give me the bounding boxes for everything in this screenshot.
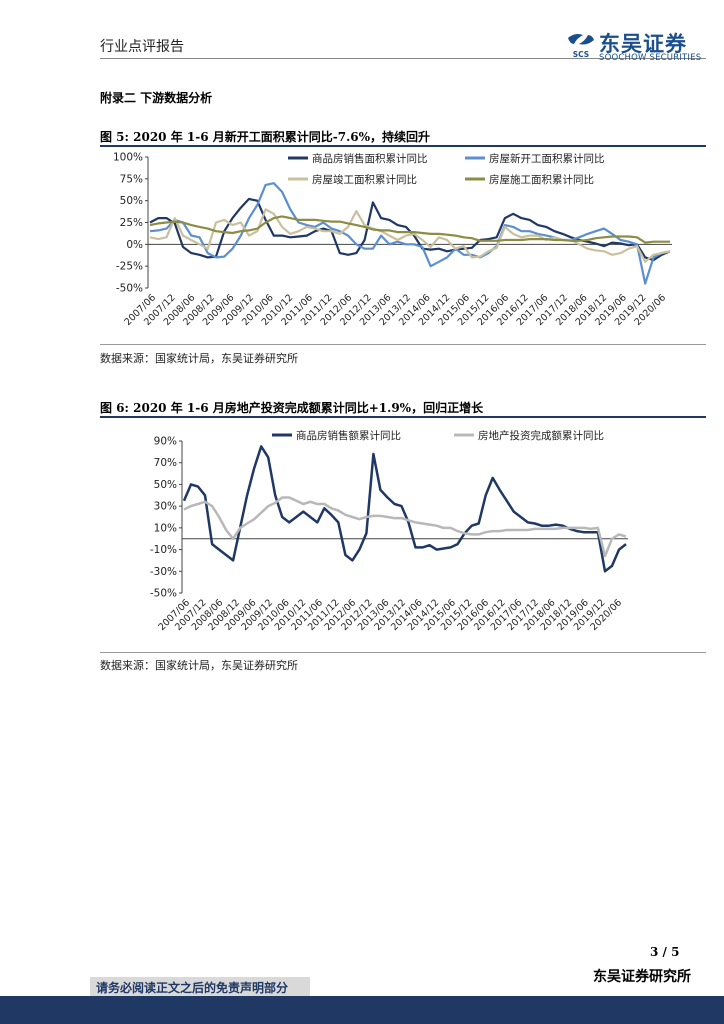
y-tick-label: 70% (154, 457, 177, 469)
figure5-chart: 100%75%50%25%0%-25%-50%2007/062007/12200… (113, 152, 672, 328)
figure6-source: 数据来源：国家统计局，东吴证券研究所 (100, 659, 298, 672)
legend-label-4: 房屋施工面积累计同比 (489, 173, 594, 186)
y-tick-label: 100% (113, 152, 143, 164)
y-tick-label: 0% (126, 239, 143, 251)
brand-name-en: SOOCHOW SECURITIES (599, 53, 702, 63)
y-tick-label: 90% (154, 436, 177, 448)
header-divider (100, 58, 706, 59)
y-tick-label: -10% (150, 544, 177, 556)
footer-disclaimer-note: 请务必阅读正文之后的免责声明部分 (96, 981, 289, 995)
y-tick-label: 30% (154, 501, 177, 513)
report-type-label: 行业点评报告 (100, 39, 184, 55)
y-tick-label: -50% (150, 588, 177, 600)
y-tick-label: -30% (150, 566, 177, 578)
y-tick-label: 50% (154, 479, 177, 491)
brand-name-cn: 东吴证券 (599, 32, 687, 56)
series-line-3 (149, 208, 671, 263)
figure6-bottom-rule (100, 652, 706, 653)
y-tick-label: 50% (120, 195, 143, 207)
figure6-title-rule (100, 416, 706, 418)
series-line-1 (149, 197, 671, 262)
y-tick-label: 25% (120, 217, 143, 229)
figure5-title-rule (100, 145, 706, 147)
figure5-source: 数据来源：国家统计局，东吴证券研究所 (100, 352, 298, 365)
y-tick-label: 10% (154, 522, 177, 534)
legend-label-3: 房屋竣工面积累计同比 (312, 173, 417, 186)
legend-label-1: 商品房销售面积累计同比 (312, 152, 428, 165)
y-tick-label: -50% (116, 283, 143, 295)
series-line-2 (183, 496, 627, 558)
logo-mark-text: SCS (573, 50, 589, 59)
series-line-2 (149, 182, 671, 285)
footer-bar (0, 996, 724, 1024)
section-title: 附录二 下游数据分析 (100, 91, 213, 105)
series-line-1 (182, 445, 627, 573)
legend-label-2: 房屋新开工面积累计同比 (489, 152, 605, 165)
y-tick-label: -25% (116, 261, 143, 273)
figure6-title: 图 6: 2020 年 1-6 月房地产投资完成额累计同比+1.9%，回归正增长 (100, 401, 484, 415)
figure6-chart: 90%70%50%30%10%-10%-30%-50%2007/062007/1… (150, 429, 628, 633)
page-number: 3 / 5 (650, 945, 680, 959)
brand-logo: SCS 东吴证券 SOOCHOW SECURITIES (565, 30, 710, 64)
legend-label-1: 商品房销售额累计同比 (296, 429, 401, 442)
series-line-4 (149, 215, 670, 244)
legend-label-2: 房地产投资完成额累计同比 (478, 429, 604, 442)
figure5-title: 图 5: 2020 年 1-6 月新开工面积累计同比-7.6%，持续回升 (100, 130, 431, 144)
y-tick-label: 75% (120, 173, 143, 185)
footer-tab (90, 977, 310, 996)
figure5-bottom-rule (100, 344, 706, 345)
footer-company: 东吴证券研究所 (593, 969, 691, 985)
logo-mark-icon: SCS (568, 34, 594, 59)
